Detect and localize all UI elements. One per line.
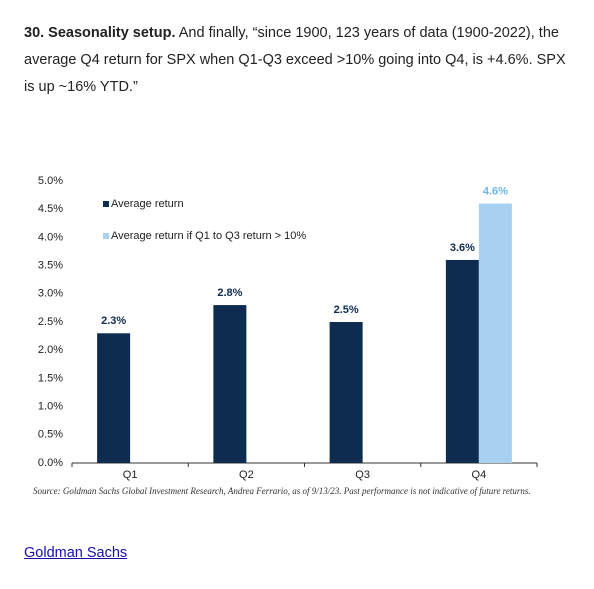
y-tick-label: 5.0% — [38, 175, 63, 187]
bar — [213, 305, 247, 463]
value-label: 4.6% — [483, 185, 508, 197]
y-tick-label: 3.5% — [38, 260, 63, 272]
bar — [329, 322, 363, 463]
legend-label: Average return if Q1 to Q3 return > 10% — [111, 230, 306, 242]
chart-source: Source: Goldman Sachs Global Investment … — [33, 486, 531, 496]
bar — [445, 259, 479, 463]
legend-swatch — [103, 201, 109, 207]
paragraph: 30. Seasonality setup. And finally, “sin… — [24, 20, 576, 101]
y-tick-label: 3.0% — [38, 288, 63, 300]
y-tick-label: 1.0% — [38, 401, 63, 413]
x-tick-label: Q2 — [239, 469, 254, 481]
y-tick-label: 2.5% — [38, 316, 63, 328]
y-tick-label: 0.5% — [38, 429, 63, 441]
y-tick-label: 2.0% — [38, 344, 63, 356]
y-tick-label: 4.5% — [38, 203, 63, 215]
legend-swatch — [103, 233, 109, 239]
chart: 0.0% 0.5% 1.0% 1.5% 2.0% 2.5% 3.0% 3.5% 4.0% 4.5%… — [38, 175, 538, 481]
y-tick-label: 0.0% — [38, 457, 63, 469]
y-tick-label: 1.5% — [38, 372, 63, 384]
paragraph-lead: 30. Seasonality setup. — [24, 25, 176, 41]
value-label: 2.5% — [334, 304, 359, 316]
x-tick-label: Q1 — [123, 469, 138, 481]
bar — [97, 333, 131, 463]
bar — [478, 203, 512, 463]
link[interactable]: Goldman Sachs — [24, 545, 128, 561]
legend-label: Average return — [111, 198, 184, 210]
value-label: 2.8% — [217, 287, 242, 299]
value-label: 3.6% — [450, 242, 475, 254]
x-tick-label: Q4 — [472, 469, 487, 481]
value-label: 2.3% — [101, 315, 126, 327]
x-tick-label: Q3 — [355, 469, 370, 481]
y-tick-label: 4.0% — [38, 231, 63, 243]
paragraph-text: And finally, “since 1900, 123 years of d… — [24, 25, 566, 95]
